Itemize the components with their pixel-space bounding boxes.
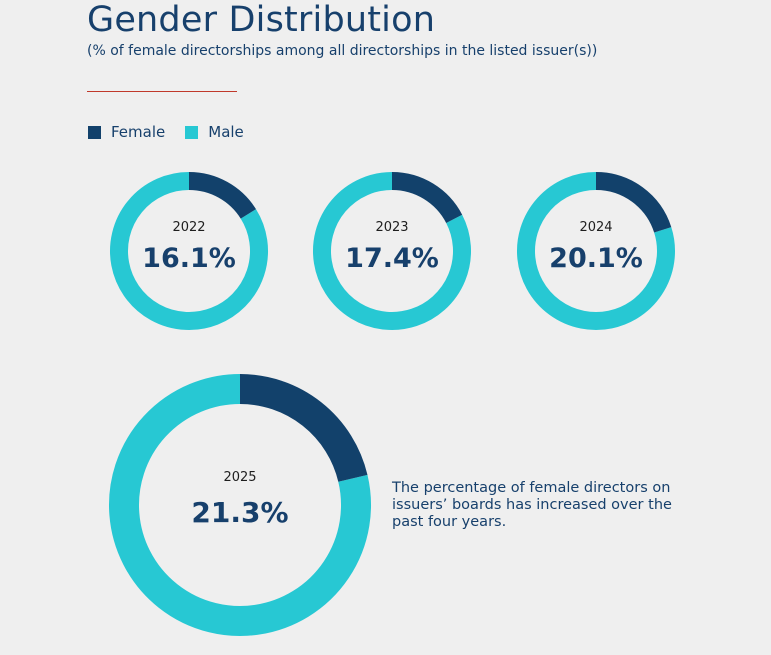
page-title: Gender Distribution <box>87 0 436 40</box>
legend-swatch-female <box>88 125 101 139</box>
donut-slice-male-2022 <box>110 172 268 330</box>
donut-slice-male-2025 <box>109 374 371 636</box>
donut-slice-male-2023 <box>313 172 471 330</box>
donut-2022: 2022 16.1% <box>110 172 268 330</box>
page-subtitle: (% of female directorships among all dir… <box>87 43 598 59</box>
donut-year-label-2024: 2024 <box>579 220 612 235</box>
legend-swatch-male <box>185 125 199 139</box>
donut-year-label-2023: 2023 <box>375 220 408 235</box>
donut-slice-female-2023 <box>391 172 463 224</box>
donut-2025: 2025 21.3% <box>109 374 371 636</box>
donut-value-label-2025: 21.3% <box>191 496 288 529</box>
donut-year-label-2025: 2025 <box>223 470 256 485</box>
donut-value-label-2024: 20.1% <box>549 243 643 274</box>
donut-2024: 2024 20.1% <box>517 172 675 330</box>
donut-slice-female-2024 <box>595 172 672 233</box>
donut-slice-male-2024 <box>517 172 675 330</box>
chart-legend: Female Male <box>88 123 264 141</box>
legend-item-male: Male <box>185 123 244 141</box>
donut-slice-female-2022 <box>188 172 256 219</box>
legend-label-male: Male <box>208 123 244 141</box>
donut-value-label-2023: 17.4% <box>345 243 439 274</box>
donut-slice-female-2025 <box>239 374 368 483</box>
legend-label-female: Female <box>111 123 166 141</box>
summary-note: The percentage of female directors on is… <box>392 480 672 530</box>
donut-2023: 2023 17.4% <box>313 172 471 330</box>
title-divider <box>87 91 237 92</box>
donut-year-label-2022: 2022 <box>172 220 205 235</box>
donut-value-label-2022: 16.1% <box>142 243 236 274</box>
legend-item-female: Female <box>88 123 165 141</box>
